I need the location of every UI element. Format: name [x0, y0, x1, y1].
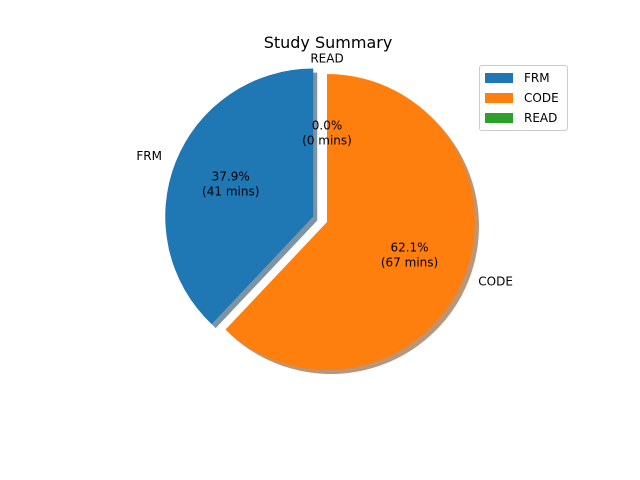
slice-percent-code: 62.1%: [390, 240, 428, 254]
legend-label-read: READ: [524, 111, 558, 125]
slice-label-frm: FRM: [136, 149, 162, 163]
legend: FRM CODE READ: [479, 65, 568, 131]
legend-entry-frm: FRM: [485, 71, 550, 85]
legend-label-frm: FRM: [524, 71, 550, 85]
pie-slices: [165, 68, 475, 370]
legend-swatch-frm: [485, 73, 513, 83]
slice-frm: [165, 68, 314, 325]
slice-code: [225, 74, 475, 370]
slice-minutes-frm: (41 mins): [202, 184, 259, 198]
slice-percent-read: 0.0%: [312, 119, 343, 133]
slice-minutes-read: (0 mins): [302, 134, 352, 148]
slice-percent-frm: 37.9%: [212, 169, 250, 183]
legend-entry-read: READ: [485, 111, 557, 125]
slice-label-read: READ: [310, 52, 343, 66]
legend-swatch-code: [485, 93, 513, 103]
slice-label-code: CODE: [478, 275, 513, 289]
legend-swatch-read: [485, 113, 513, 123]
chart-title: Study Summary: [263, 33, 393, 52]
legend-entry-code: CODE: [485, 91, 559, 105]
pie-labels: FRM 37.9%(41 mins) CODE 62.1%(67 mins) READ 0…: [136, 52, 513, 289]
slice-minutes-code: (67 mins): [381, 255, 438, 269]
legend-label-code: CODE: [524, 91, 559, 105]
